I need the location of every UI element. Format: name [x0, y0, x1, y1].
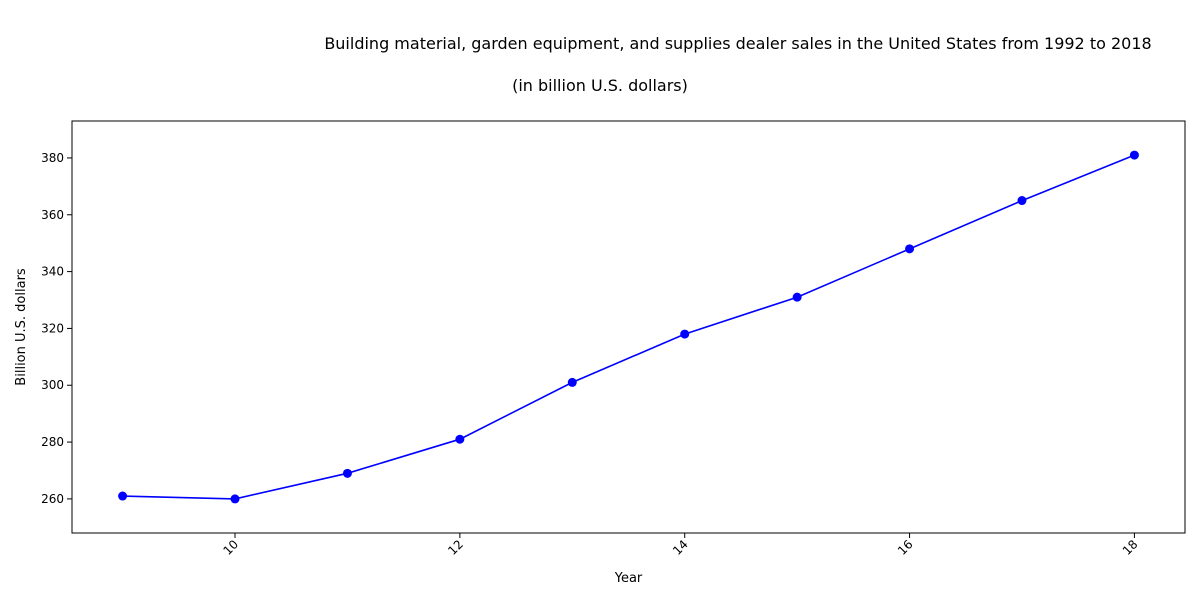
- y-tick-label: 300: [41, 378, 64, 392]
- y-tick-label: 260: [41, 492, 64, 506]
- x-tick-label: 18: [1120, 537, 1141, 558]
- data-point: [792, 292, 802, 302]
- data-point: [567, 377, 577, 387]
- y-axis-ticks: 260 280 300 320 340 360 380: [41, 151, 72, 506]
- x-tick-label: 14: [670, 537, 691, 558]
- data-point: [118, 491, 128, 501]
- x-tick-label: 10: [220, 537, 241, 558]
- data-point: [455, 434, 465, 444]
- series-line: [122, 154, 1135, 500]
- data-point: [680, 329, 690, 339]
- series-points: [118, 150, 1139, 504]
- chart-subtitle: (in billion U.S. dollars): [512, 76, 688, 95]
- data-point: [1017, 196, 1027, 206]
- data-point: [342, 468, 352, 478]
- data-point: [905, 244, 915, 254]
- data-point: [230, 494, 240, 504]
- chart-title: Building material, garden equipment, and…: [324, 34, 1152, 53]
- x-tick-label: 12: [445, 537, 466, 558]
- x-axis-label: Year: [614, 571, 643, 586]
- y-tick-label: 380: [41, 151, 64, 165]
- data-point: [1129, 150, 1139, 160]
- y-axis-label: Billion U.S. dollars: [14, 268, 29, 386]
- y-tick-label: 320: [41, 321, 64, 335]
- y-tick-label: 340: [41, 265, 64, 279]
- x-tick-label: 16: [895, 537, 916, 558]
- y-tick-label: 360: [41, 208, 64, 222]
- x-axis-ticks: 10 12 14 16 18: [220, 533, 1141, 558]
- y-tick-label: 280: [41, 435, 64, 449]
- plot-area-frame: [71, 120, 1186, 534]
